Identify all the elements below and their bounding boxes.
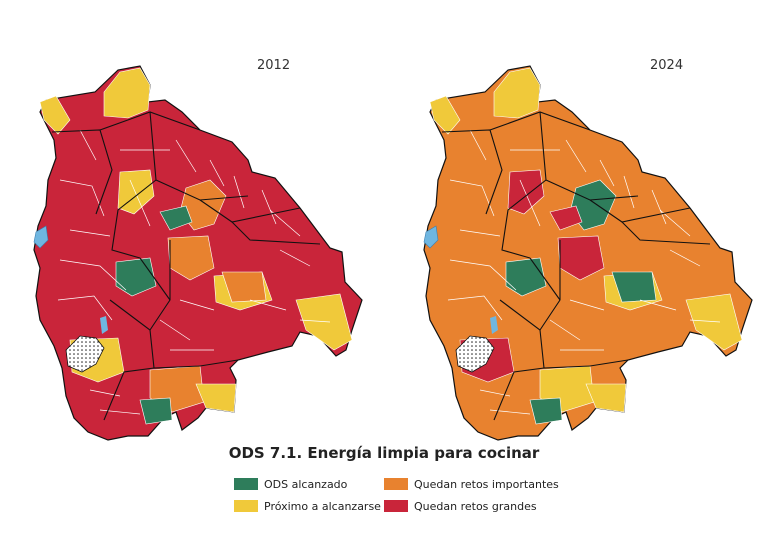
municipal-boundary bbox=[59, 179, 105, 217]
municipal-boundary bbox=[209, 159, 225, 187]
department-boundary bbox=[103, 367, 155, 421]
region-alcanzado bbox=[611, 271, 657, 303]
legend-swatch bbox=[384, 478, 408, 490]
municipal-boundary bbox=[599, 159, 615, 187]
region-alcanzado bbox=[159, 205, 193, 231]
municipal-boundary bbox=[129, 179, 151, 227]
legend-item-alcanzado: ODS alcanzado bbox=[234, 476, 347, 492]
municipal-boundary bbox=[269, 209, 301, 237]
department-boundary bbox=[441, 129, 503, 215]
lake bbox=[423, 225, 439, 249]
municipal-boundary bbox=[69, 229, 111, 237]
legend-swatch bbox=[234, 500, 258, 512]
municipal-boundary bbox=[651, 189, 667, 225]
map-year-label-2024: 2024 bbox=[650, 58, 684, 73]
municipal-boundary bbox=[639, 299, 677, 311]
region-importantes bbox=[221, 271, 267, 303]
region-grandes bbox=[549, 205, 583, 231]
region-proximo bbox=[195, 383, 237, 413]
municipal-boundary bbox=[689, 319, 721, 323]
municipal-boundary bbox=[233, 175, 245, 209]
legend-swatch bbox=[234, 478, 258, 490]
municipal-boundary bbox=[659, 209, 691, 237]
region-proximo bbox=[685, 293, 743, 351]
municipal-boundary bbox=[57, 295, 113, 321]
municipal-boundary bbox=[489, 409, 531, 415]
municipal-boundary bbox=[469, 129, 487, 161]
municipal-boundary bbox=[569, 299, 605, 311]
salt-flat-no-data bbox=[455, 335, 495, 373]
lake bbox=[490, 316, 498, 334]
department-boundary bbox=[499, 299, 591, 369]
department-boundary bbox=[111, 179, 157, 259]
municipal-boundary bbox=[59, 259, 127, 291]
region-proximo bbox=[295, 293, 353, 351]
lake bbox=[100, 316, 108, 334]
legend-swatch bbox=[384, 500, 408, 512]
region-proximo bbox=[39, 95, 71, 135]
department-boundary bbox=[231, 221, 321, 245]
municipal-boundary bbox=[79, 129, 97, 161]
municipal-boundary bbox=[565, 139, 587, 173]
legend-item-grandes: Quedan retos grandes bbox=[384, 498, 537, 514]
department-boundary bbox=[501, 179, 547, 259]
municipal-boundary bbox=[175, 139, 197, 173]
department-boundary bbox=[493, 367, 545, 421]
map-2012 bbox=[33, 65, 363, 441]
department-boundary bbox=[539, 111, 639, 201]
municipal-boundary bbox=[261, 189, 277, 225]
municipal-boundary bbox=[459, 229, 501, 237]
legend-label: Quedan retos grandes bbox=[414, 499, 537, 513]
salt-flat-no-data bbox=[65, 335, 105, 373]
region-proximo bbox=[493, 67, 541, 119]
department-boundary bbox=[51, 129, 113, 215]
region-proximo bbox=[585, 383, 627, 413]
municipal-boundary bbox=[159, 319, 191, 341]
legend-item-importantes: Quedan retos importantes bbox=[384, 476, 559, 492]
municipal-boundary bbox=[669, 249, 701, 267]
municipal-boundary bbox=[99, 409, 141, 415]
legend-label: ODS alcanzado bbox=[264, 477, 348, 491]
map-year-label-2012: 2012 bbox=[257, 58, 291, 73]
municipal-boundary bbox=[449, 259, 517, 291]
region-alcanzado bbox=[529, 397, 563, 425]
region-proximo bbox=[103, 67, 151, 119]
municipal-boundary bbox=[519, 179, 541, 227]
legend: ODS alcanzado Próximo a alcanzarse Queda… bbox=[234, 474, 574, 518]
department-boundary bbox=[149, 111, 249, 201]
municipal-boundary bbox=[623, 175, 635, 209]
region-alcanzado bbox=[139, 397, 173, 425]
legend-label: Próximo a alcanzarse bbox=[264, 499, 381, 513]
region-alcanzado bbox=[115, 257, 157, 297]
municipal-boundary bbox=[249, 299, 287, 311]
region-alcanzado bbox=[505, 257, 547, 297]
municipal-boundary bbox=[449, 179, 495, 217]
municipal-boundary bbox=[299, 319, 331, 323]
map-2024 bbox=[423, 65, 753, 441]
municipal-boundary bbox=[179, 299, 215, 311]
municipal-boundary bbox=[279, 249, 311, 267]
department-boundary bbox=[621, 221, 711, 245]
department-boundary bbox=[589, 359, 629, 367]
legend-item-proximo: Próximo a alcanzarse bbox=[234, 498, 381, 514]
department-boundary bbox=[199, 359, 239, 367]
department-boundary bbox=[109, 299, 201, 369]
lake bbox=[33, 225, 49, 249]
region-proximo bbox=[429, 95, 461, 135]
municipal-boundary bbox=[549, 319, 581, 341]
department-boundary bbox=[139, 257, 171, 301]
department-boundary bbox=[529, 257, 561, 301]
figure-title: ODS 7.1. Energía limpia para cocinar bbox=[228, 444, 540, 462]
municipal-boundary bbox=[447, 295, 503, 321]
legend-label: Quedan retos importantes bbox=[414, 477, 559, 491]
